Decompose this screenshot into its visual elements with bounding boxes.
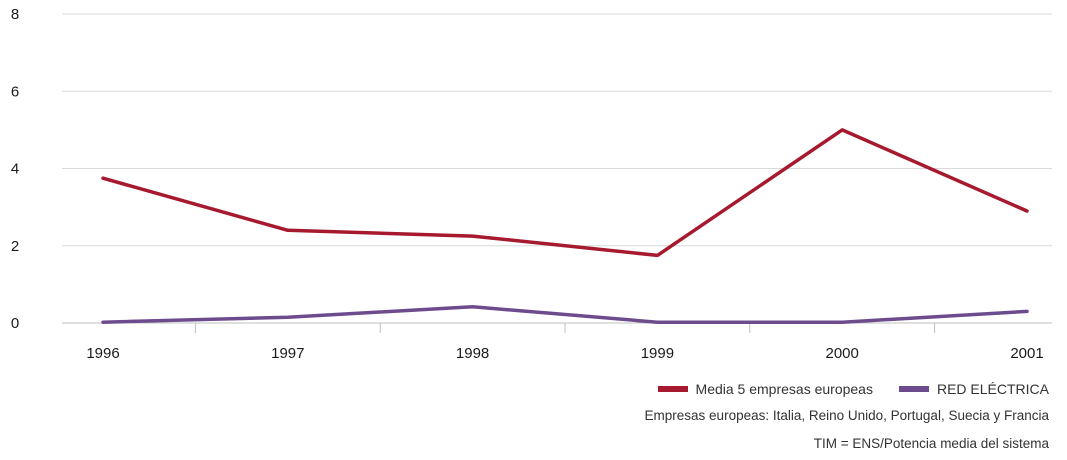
x-tick-label-1996: 1996 [86,345,119,362]
y-axis-tick-labels: 0 2 4 6 8 [11,6,19,332]
grid-lines [62,13,1052,247]
x-tick-label-1999: 1999 [641,345,674,362]
y-tick-label-6: 6 [11,83,19,100]
legend-swatch-red-electrica [898,386,929,392]
formula-note: TIM = ENS/Potencia media del sistema [813,436,1049,451]
series-line-1 [101,305,1029,324]
y-tick-label-8: 8 [11,6,19,23]
legend-label-red-electrica: RED ELÉCTRICA [936,381,1049,397]
countries-note: Empresas europeas: Italia, Reino Unido, … [644,408,1049,423]
x-tick-label-2000: 2000 [826,345,859,362]
series-line-0 [101,128,1029,258]
legend-swatch-media [657,386,688,392]
x-axis [62,322,1052,333]
y-tick-label-2: 2 [11,238,19,255]
legend: Media 5 empresas europeas RED ELÉCTRICA [657,381,1049,397]
x-tick-label-1998: 1998 [456,345,489,362]
series-lines [101,128,1029,324]
legend-item-media: Media 5 empresas europeas [657,381,873,397]
line-chart: 0 2 4 6 8 1996 1997 1998 1999 2000 2001 [11,6,1052,362]
y-tick-label-0: 0 [11,315,19,332]
x-tick-label-2001: 2001 [1010,345,1043,362]
x-axis-tick-labels: 1996 1997 1998 1999 2000 2001 [86,345,1043,362]
x-tick-label-1997: 1997 [271,345,304,362]
y-tick-label-4: 4 [11,161,19,178]
legend-label-media: Media 5 empresas europeas [695,381,873,397]
legend-item-red-electrica: RED ELÉCTRICA [898,381,1049,397]
